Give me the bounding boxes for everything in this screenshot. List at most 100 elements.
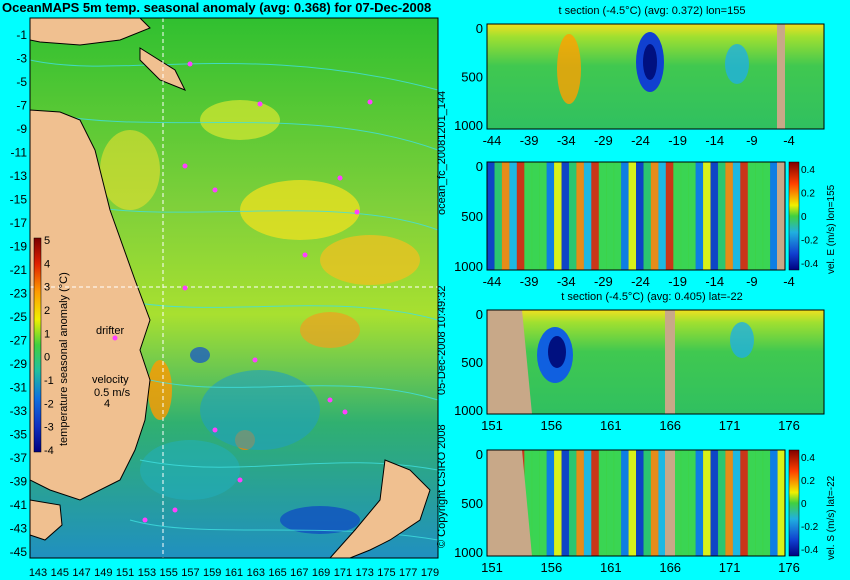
section-x-tick-label: 171	[719, 560, 741, 575]
lat-tick-label: -17	[10, 216, 28, 230]
section-x-tick-label: -9	[746, 274, 758, 289]
map-colorbar: 5 4 3 2 1 0 -1 -2 -3 -4	[33, 235, 54, 457]
bathymetry-contours	[29, 59, 439, 541]
section-title: t section (-4.5°C) (avg: 0.372) lon=155	[559, 5, 746, 17]
run-id-label: ocean_fc_20081201_144	[436, 91, 448, 215]
section-x-tick-label: 161	[600, 560, 622, 575]
lat-tick-label: -21	[10, 263, 28, 277]
lat-tick-label: -9	[16, 122, 27, 136]
section-x-tick-label: -34	[557, 274, 576, 289]
map-colorbar-tick: 2	[44, 305, 50, 317]
map-colorbar-tick: 1	[44, 328, 50, 340]
lon-tick-label: 163	[247, 567, 265, 579]
depth-tick-label: 500	[461, 209, 483, 224]
section-x-tick-label: 156	[541, 560, 563, 575]
velocity-colorbar-label: vel. E (m/s) lon=155	[826, 184, 837, 274]
velocity-colorbar	[788, 161, 800, 271]
lon-tick-label: 151	[116, 567, 134, 579]
velocity-colorbar-tick: -0.4	[801, 545, 819, 556]
lat-axis: -1 -3 -5 -7 -9 -11 -13 -15 -17 -19 -21 -23 -25 -27 -29…	[10, 28, 28, 559]
lon-tick-label: 157	[181, 567, 199, 579]
section-panel-4: 0.4 0.2 0 -0.2 -0.4 vel. S (m/s) lat=-22 0 500 1…	[454, 447, 837, 575]
velocity-colorbar	[788, 449, 800, 557]
section-x-tick-label: 176	[778, 560, 800, 575]
map-colorbar-tick: -4	[44, 445, 54, 457]
lon-tick-label: 165	[268, 567, 286, 579]
velocity-label: velocity	[92, 374, 129, 386]
lon-tick-label: 153	[138, 567, 156, 579]
map-colorbar-tick: 5	[44, 235, 50, 247]
lat-tick-label: -25	[10, 310, 28, 324]
depth-tick-label: 1000	[454, 545, 483, 560]
lat-tick-label: -29	[10, 357, 28, 371]
map-colorbar-tick: -2	[44, 398, 54, 410]
velocity-colorbar-tick: -0.2	[801, 236, 819, 247]
depth-tick-label: 500	[461, 70, 483, 85]
section-x-tick-label: -19	[668, 133, 687, 148]
velocity-value: 0.5 m/s	[94, 387, 131, 399]
velocity-colorbar-tick: 0	[801, 212, 807, 223]
lat-tick-label: -33	[10, 404, 28, 418]
new-guinea-land	[29, 17, 151, 46]
velocity-colorbar-tick: -0.2	[801, 522, 819, 533]
lon-tick-label: 159	[203, 567, 221, 579]
lon-tick-label: 171	[334, 567, 352, 579]
lon-tick-label: 143	[29, 567, 47, 579]
australia-land	[29, 109, 151, 501]
depth-tick-label: 0	[476, 447, 483, 462]
section-x-tick-label: 156	[541, 418, 563, 433]
lon-tick-label: 169	[312, 567, 330, 579]
section-x-tick-label: -4	[783, 274, 795, 289]
lon-tick-label: 161	[225, 567, 243, 579]
lon-tick-label: 147	[72, 567, 90, 579]
section-x-tick-label: -4	[783, 133, 795, 148]
depth-tick-label: 1000	[454, 403, 483, 418]
map-colorbar-tick: -3	[44, 422, 54, 434]
section-panel-3: t section (-4.5°C) (avg: 0.405) lat=-22 0…	[454, 291, 825, 433]
depth-tick-label: 500	[461, 355, 483, 370]
section-x-tick-label: 166	[659, 418, 681, 433]
velocity-colorbar-tick: 0.4	[801, 165, 815, 176]
copyright-label: © Copyright CSIRO 2008	[436, 424, 448, 548]
section-x-tick-label: -39	[520, 133, 539, 148]
velocity-colorbar-tick: -0.4	[801, 259, 819, 270]
depth-tick-label: 0	[476, 159, 483, 174]
section-x-tick-label: 151	[481, 560, 503, 575]
new-zealand-land	[328, 459, 431, 559]
lat-tick-label: -23	[10, 287, 28, 301]
lat-tick-label: -15	[10, 193, 28, 207]
lat-tick-label: -3	[16, 52, 27, 66]
section-x-tick-label: 171	[719, 418, 741, 433]
velocity-colorbar-label: vel. S (m/s) lat=-22	[826, 475, 837, 560]
section-x-tick-label: -24	[631, 133, 650, 148]
map-title: OceanMAPS 5m temp. seasonal anomaly (avg…	[2, 0, 432, 15]
map-colorbar-tick: 4	[44, 258, 50, 270]
velocity-colorbar-tick: 0.2	[801, 189, 815, 200]
drifter-label: drifter	[96, 325, 124, 337]
anomaly-map	[29, 17, 439, 559]
section-x-tick-label: -44	[483, 133, 502, 148]
section-x-tick-label: -44	[483, 274, 502, 289]
lat-tick-label: -35	[10, 428, 28, 442]
section-panel-1: t section (-4.5°C) (avg: 0.372) lon=155 0…	[454, 5, 825, 148]
section-title: t section (-4.5°C) (avg: 0.405) lat=-22	[561, 291, 742, 303]
section-x-tick-label: 161	[600, 418, 622, 433]
lon-tick-label: 145	[51, 567, 69, 579]
section-x-tick-label: -14	[705, 133, 724, 148]
section-x-tick-label: 176	[778, 418, 800, 433]
lat-tick-label: -13	[10, 169, 28, 183]
section-x-tick-label: -9	[746, 133, 758, 148]
map-colorbar-label: temperature seasonal anomaly (°C)	[58, 272, 70, 446]
velocity-colorbar-tick: 0.2	[801, 476, 815, 487]
section-x-tick-label: -39	[520, 274, 539, 289]
section-x-tick-label: -14	[705, 274, 724, 289]
lat-tick-label: -39	[10, 475, 28, 489]
depth-tick-label: 0	[476, 307, 483, 322]
lat-tick-label: -31	[10, 381, 28, 395]
lat-tick-label: -5	[16, 75, 27, 89]
lat-tick-label: -37	[10, 451, 28, 465]
lat-tick-label: -7	[16, 99, 27, 113]
section-x-tick-label: 151	[481, 418, 503, 433]
map-colorbar-tick: -1	[44, 375, 54, 387]
